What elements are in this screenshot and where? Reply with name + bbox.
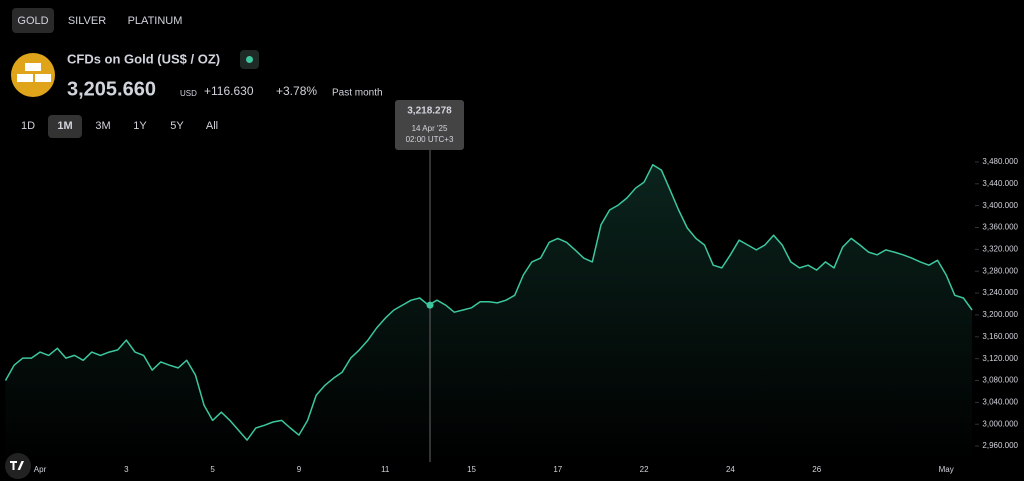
x-tick-label: 11 [381, 465, 390, 474]
range-button[interactable]: 1D [21, 120, 35, 132]
tab[interactable]: SILVER [68, 15, 106, 27]
logo-bg [5, 453, 31, 479]
area-fill [5, 164, 973, 462]
change: +116.630 [204, 84, 254, 98]
y-tick-label: 3,000.000 [982, 419, 1018, 428]
tab[interactable]: GOLD [17, 15, 48, 27]
tooltip-value: 3,218.278 [407, 106, 452, 117]
y-tick-label: 3,160.000 [982, 332, 1018, 341]
y-tick-label: 3,080.000 [982, 376, 1018, 385]
y-tick-label: 2,960.000 [982, 441, 1018, 450]
y-tick-label: 3,400.000 [982, 201, 1018, 210]
plot: 2,960.000 3,000.000 3,040.000 3,080.000 3,12… [4, 157, 1019, 474]
icon-bar [25, 63, 41, 71]
x-tick-label: 22 [640, 465, 649, 474]
x-tick-label: 26 [812, 465, 821, 474]
currency: USD [180, 89, 197, 98]
range-button[interactable]: 1M [57, 120, 72, 132]
y-tick-label: 3,200.000 [982, 310, 1018, 319]
tooltip-time: 02:00 UTC+3 [406, 135, 454, 144]
price-line [4, 163, 973, 441]
y-tick-label: 3,120.000 [982, 354, 1018, 363]
price: 3,205.660 [67, 78, 156, 100]
tab[interactable]: PLATINUM [128, 15, 183, 27]
icon-bar [35, 74, 51, 82]
y-tick-label: 3,480.000 [982, 157, 1018, 166]
x-tick-label: 5 [210, 465, 215, 474]
x-tick-label: 17 [553, 465, 562, 474]
crosshair-dot [426, 301, 434, 309]
status-dot [246, 56, 253, 63]
y-tick-label: 3,280.000 [982, 266, 1018, 275]
x-tick-label: 9 [297, 465, 302, 474]
range-button[interactable]: 3M [95, 120, 110, 132]
y-tick-label: 3,240.000 [982, 288, 1018, 297]
icon-bar [17, 74, 33, 82]
logo [10, 461, 24, 470]
y-tick-label: 3,040.000 [982, 397, 1018, 406]
x-tick-label: Apr [34, 465, 47, 474]
range-active-bg [48, 115, 82, 138]
range-button[interactable]: 5Y [170, 120, 184, 132]
x-tick-label: 3 [124, 465, 129, 474]
x-tick-label: May [939, 465, 954, 474]
period: Past month [332, 88, 383, 99]
y-tick-label: 3,320.000 [982, 244, 1018, 253]
x-tick-label: 24 [726, 465, 735, 474]
y-tick-label: 3,360.000 [982, 223, 1018, 232]
tooltip-box [395, 100, 464, 150]
tooltip-date: 14 Apr '25 [412, 124, 448, 133]
tab-active-bg [12, 8, 54, 33]
change-pct: +3.78% [276, 84, 317, 98]
y-tick-label: 3,440.000 [982, 179, 1018, 188]
range-button[interactable]: All [206, 120, 218, 132]
x-tick-label: 15 [467, 465, 476, 474]
symbol-title: CFDs on Gold (US$ / OZ) [67, 51, 220, 66]
range-button[interactable]: 1Y [133, 120, 147, 132]
